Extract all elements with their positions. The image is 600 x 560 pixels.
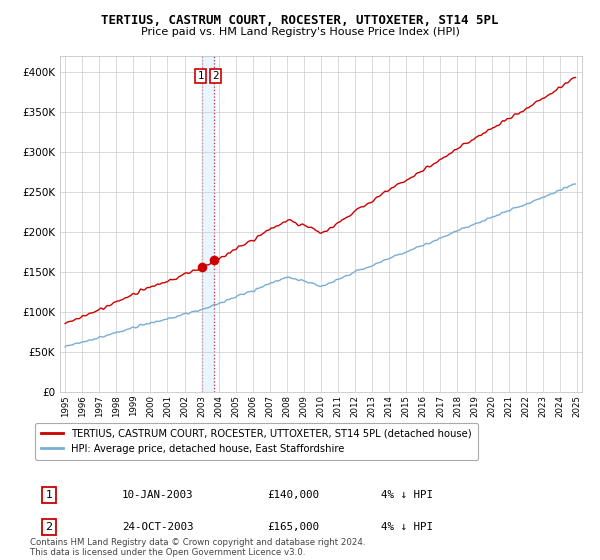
Text: TERTIUS, CASTRUM COURT, ROCESTER, UTTOXETER, ST14 5PL: TERTIUS, CASTRUM COURT, ROCESTER, UTTOXE…: [101, 14, 499, 27]
Text: 1: 1: [197, 71, 204, 81]
Text: Price paid vs. HM Land Registry's House Price Index (HPI): Price paid vs. HM Land Registry's House …: [140, 27, 460, 37]
Text: £140,000: £140,000: [268, 490, 320, 500]
Bar: [202, 56, 214, 392]
Text: 2: 2: [212, 71, 218, 81]
Text: 4% ↓ HPI: 4% ↓ HPI: [381, 490, 433, 500]
Text: £165,000: £165,000: [268, 522, 320, 532]
Legend: TERTIUS, CASTRUM COURT, ROCESTER, UTTOXETER, ST14 5PL (detached house), HPI: Ave: TERTIUS, CASTRUM COURT, ROCESTER, UTTOXE…: [35, 422, 478, 460]
Text: 2: 2: [46, 522, 52, 532]
Point: [209, 255, 219, 264]
Text: 24-OCT-2003: 24-OCT-2003: [122, 522, 193, 532]
Text: 10-JAN-2003: 10-JAN-2003: [122, 490, 193, 500]
Point: [197, 263, 206, 272]
Text: 4% ↓ HPI: 4% ↓ HPI: [381, 522, 433, 532]
Text: 1: 1: [46, 490, 52, 500]
Text: Contains HM Land Registry data © Crown copyright and database right 2024.
This d: Contains HM Land Registry data © Crown c…: [30, 538, 365, 557]
